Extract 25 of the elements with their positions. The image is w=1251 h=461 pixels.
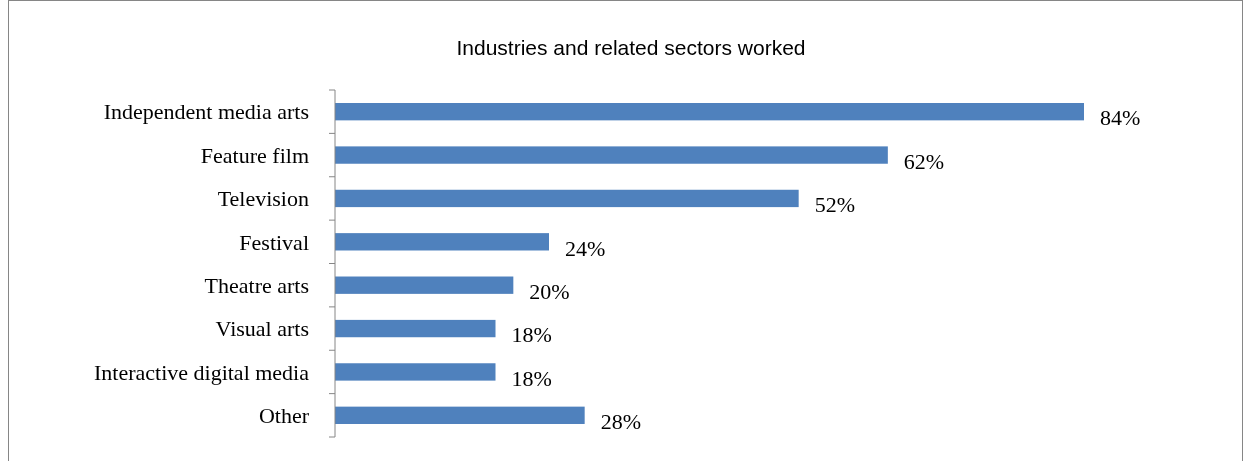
- y-tick-label: Feature film: [200, 142, 309, 168]
- data-label: 18%: [511, 365, 552, 391]
- bar: [335, 103, 1084, 121]
- y-tick-label: Visual arts: [215, 316, 309, 342]
- bar: [335, 189, 799, 208]
- y-tick-label: Interactive digital media: [93, 359, 310, 385]
- bar: [335, 233, 549, 251]
- data-label: 28%: [600, 409, 641, 435]
- data-label: 18%: [511, 322, 552, 348]
- bar: [335, 363, 496, 381]
- data-label: 24%: [565, 235, 606, 261]
- data-label: 20%: [529, 278, 570, 304]
- y-tick-label: Festival: [239, 229, 309, 255]
- y-tick-label: Independent media arts: [103, 99, 309, 125]
- y-tick-label: Other: [258, 403, 310, 429]
- bar: [335, 146, 888, 164]
- y-tick-label: Theatre arts: [204, 272, 309, 298]
- y-tick-label: Television: [217, 186, 309, 212]
- data-label: 52%: [814, 192, 855, 218]
- bar: [335, 319, 496, 338]
- bar: [335, 406, 585, 424]
- bar: [335, 276, 514, 294]
- data-label: 84%: [1100, 105, 1141, 131]
- chart-title: Industries and related sectors worked: [456, 36, 806, 59]
- data-label: 62%: [903, 148, 945, 174]
